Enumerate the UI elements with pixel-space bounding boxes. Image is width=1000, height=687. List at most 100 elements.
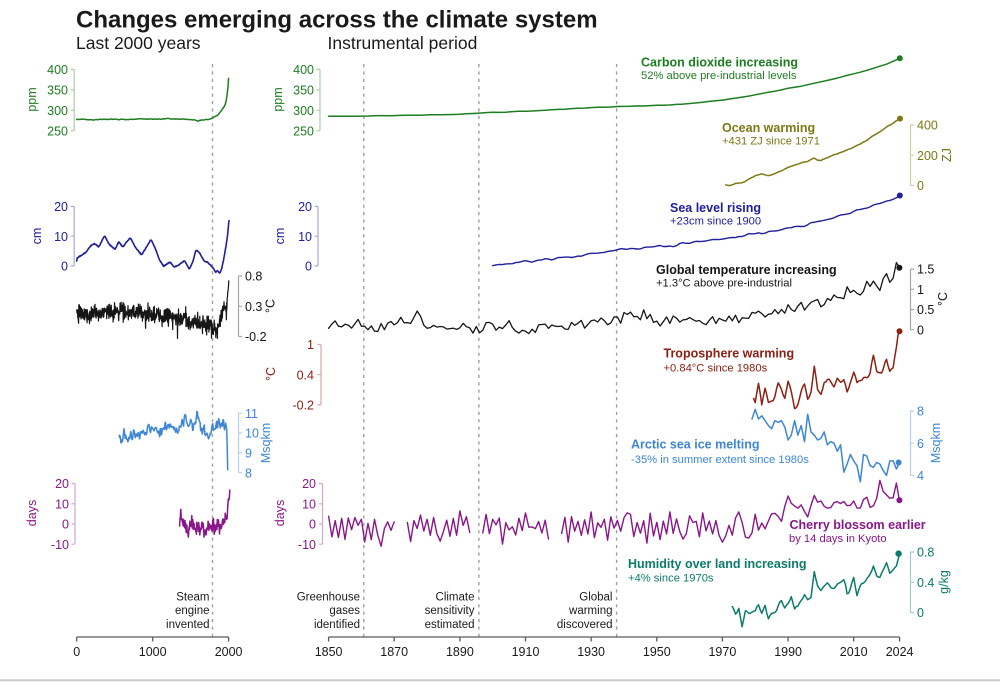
svg-text:10: 10 — [245, 427, 259, 441]
svg-text:ZJ: ZJ — [940, 148, 954, 162]
svg-text:ppm: ppm — [25, 87, 39, 111]
svg-text:Arctic sea ice melting: Arctic sea ice melting — [631, 438, 760, 452]
svg-text:°C: °C — [264, 299, 278, 313]
svg-text:1970: 1970 — [708, 645, 736, 659]
svg-text:Instrumental period: Instrumental period — [328, 33, 478, 53]
svg-text:1870: 1870 — [380, 645, 408, 659]
svg-text:days: days — [273, 500, 287, 526]
svg-text:sensitivity: sensitivity — [425, 605, 475, 617]
svg-text:1890: 1890 — [446, 645, 474, 659]
svg-text:Ocean warming: Ocean warming — [722, 121, 815, 135]
svg-text:days: days — [25, 500, 39, 526]
svg-text:8: 8 — [245, 466, 252, 480]
svg-text:invented: invented — [166, 619, 209, 631]
svg-text:400: 400 — [293, 63, 314, 77]
svg-text:0: 0 — [61, 260, 68, 274]
svg-text:2010: 2010 — [840, 645, 868, 659]
svg-text:warming: warming — [568, 605, 612, 617]
svg-text:400: 400 — [917, 119, 938, 133]
svg-text:0.8: 0.8 — [917, 546, 934, 560]
svg-text:10: 10 — [54, 230, 68, 244]
svg-text:1990: 1990 — [774, 645, 802, 659]
svg-text:Msqkm: Msqkm — [929, 423, 943, 463]
svg-text:°C: °C — [264, 367, 278, 381]
svg-text:-35% in summer extent since 19: -35% in summer extent since 1980s — [631, 454, 809, 466]
svg-text:20: 20 — [55, 477, 69, 491]
svg-text:identified: identified — [314, 619, 360, 631]
svg-text:Humidity over land increasing: Humidity over land increasing — [628, 557, 807, 571]
svg-text:1000: 1000 — [139, 645, 167, 659]
svg-text:Greenhouse: Greenhouse — [297, 591, 360, 603]
svg-text:Sea level rising: Sea level rising — [670, 201, 761, 215]
svg-text:+1.3°C above pre-industrial: +1.3°C above pre-industrial — [656, 278, 792, 290]
svg-text:52% above pre-industrial level: 52% above pre-industrial levels — [641, 70, 797, 82]
svg-text:Troposphere warming: Troposphere warming — [664, 346, 795, 360]
svg-text:300: 300 — [293, 104, 314, 118]
svg-text:gases: gases — [329, 605, 360, 617]
svg-text:cm: cm — [273, 228, 287, 245]
svg-text:+23cm since 1900: +23cm since 1900 — [670, 216, 761, 228]
svg-text:0: 0 — [305, 260, 312, 274]
svg-text:1: 1 — [917, 283, 924, 297]
svg-text:0.3: 0.3 — [245, 300, 262, 314]
svg-text:250: 250 — [293, 124, 314, 138]
svg-text:Global: Global — [579, 591, 612, 603]
svg-text:0.4: 0.4 — [917, 576, 934, 590]
svg-text:°C: °C — [936, 292, 950, 306]
svg-text:0: 0 — [73, 645, 80, 659]
svg-text:+0.84°C since 1980s: +0.84°C since 1980s — [664, 362, 768, 374]
svg-text:350: 350 — [47, 83, 68, 97]
svg-text:0: 0 — [62, 518, 69, 532]
svg-text:Msqkm: Msqkm — [259, 423, 273, 463]
svg-text:g/kg: g/kg — [937, 570, 951, 594]
svg-text:Cherry blossom earlier: Cherry blossom earlier — [790, 518, 926, 532]
svg-text:estimated: estimated — [425, 619, 475, 631]
svg-text:1930: 1930 — [577, 645, 605, 659]
svg-text:4: 4 — [917, 469, 924, 483]
svg-text:300: 300 — [47, 104, 68, 118]
svg-text:Steam: Steam — [176, 591, 209, 603]
svg-text:6: 6 — [917, 437, 924, 451]
svg-text:350: 350 — [293, 83, 314, 97]
svg-text:-10: -10 — [298, 538, 316, 552]
svg-text:+431 ZJ since 1971: +431 ZJ since 1971 — [722, 136, 820, 148]
svg-text:200: 200 — [917, 149, 938, 163]
svg-text:20: 20 — [298, 200, 312, 214]
svg-text:0: 0 — [309, 518, 316, 532]
svg-text:1: 1 — [307, 338, 314, 352]
svg-text:Last 2000 years: Last 2000 years — [76, 33, 201, 53]
svg-text:1950: 1950 — [643, 645, 671, 659]
svg-text:10: 10 — [55, 497, 69, 511]
svg-text:20: 20 — [302, 477, 316, 491]
svg-text:Global temperature increasing: Global temperature increasing — [656, 263, 837, 277]
svg-text:0.4: 0.4 — [297, 368, 314, 382]
svg-text:by 14 days in Kyoto: by 14 days in Kyoto — [789, 533, 887, 545]
svg-text:Carbon dioxide increasing: Carbon dioxide increasing — [641, 55, 798, 69]
svg-text:engine: engine — [175, 605, 210, 617]
svg-text:1850: 1850 — [315, 645, 343, 659]
svg-text:20: 20 — [54, 200, 68, 214]
svg-text:ppm: ppm — [271, 87, 285, 111]
svg-text:1910: 1910 — [512, 645, 540, 659]
svg-text:-0.2: -0.2 — [245, 330, 267, 344]
svg-text:0: 0 — [917, 179, 924, 193]
svg-text:cm: cm — [30, 228, 44, 245]
svg-text:9: 9 — [245, 446, 252, 460]
svg-text:10: 10 — [302, 497, 316, 511]
svg-text:-10: -10 — [51, 538, 69, 552]
svg-text:1.5: 1.5 — [917, 263, 934, 277]
svg-text:0: 0 — [917, 323, 924, 337]
svg-text:0.5: 0.5 — [917, 303, 934, 317]
svg-text:2000: 2000 — [215, 645, 243, 659]
svg-text:8: 8 — [917, 405, 924, 419]
svg-text:400: 400 — [47, 63, 68, 77]
svg-text:2024: 2024 — [886, 645, 914, 659]
svg-text:0: 0 — [917, 606, 924, 620]
svg-text:+4% since 1970s: +4% since 1970s — [628, 573, 714, 585]
svg-text:250: 250 — [47, 124, 68, 138]
svg-text:Changes emerging across the cl: Changes emerging across the climate syst… — [76, 7, 598, 34]
svg-text:discovered: discovered — [557, 619, 613, 631]
svg-text:10: 10 — [298, 230, 312, 244]
svg-text:11: 11 — [245, 407, 258, 421]
svg-text:-0.2: -0.2 — [292, 399, 314, 413]
